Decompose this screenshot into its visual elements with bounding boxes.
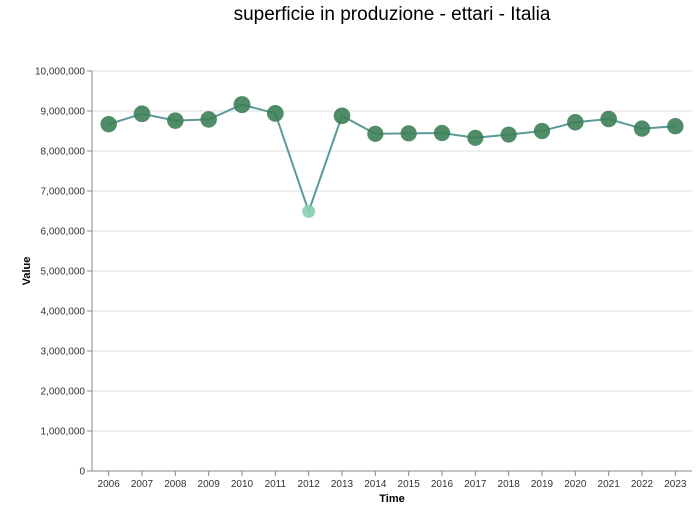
x-tick-label: 2016 <box>431 479 454 490</box>
x-tick-label: 2018 <box>498 479 521 490</box>
x-tick-label: 2012 <box>298 479 321 490</box>
data-point[interactable] <box>400 125 417 142</box>
data-point[interactable] <box>133 105 151 123</box>
chart-title: superficie in produzione - ettari - Ital… <box>233 4 551 25</box>
y-tick-label: 9,000,000 <box>41 107 86 118</box>
data-point[interactable] <box>302 204 316 218</box>
x-tick-label: 2009 <box>198 479 221 490</box>
y-tick-label: 2,000,000 <box>41 387 86 398</box>
x-tick-label: 2021 <box>598 479 621 490</box>
data-point[interactable] <box>500 126 517 143</box>
x-tick-label: 2010 <box>231 479 254 490</box>
y-tick-label: 4,000,000 <box>41 307 86 318</box>
series-line <box>108 103 676 215</box>
y-tick-label: 8,000,000 <box>41 147 86 158</box>
x-tick-label: 2014 <box>364 479 387 490</box>
data-series <box>100 96 684 218</box>
data-point[interactable] <box>200 111 217 128</box>
data-point[interactable] <box>167 112 184 129</box>
x-tick-label: 2008 <box>164 479 187 490</box>
y-tick-label: 5,000,000 <box>41 267 86 278</box>
data-point[interactable] <box>533 122 551 140</box>
data-point[interactable] <box>600 110 617 128</box>
x-tick-label: 2007 <box>131 479 154 490</box>
y-tick-label: 6,000,000 <box>41 227 86 238</box>
x-tick-label: 2023 <box>664 479 687 490</box>
x-tick-label: 2011 <box>265 479 287 490</box>
x-tick-label: 2020 <box>564 479 587 490</box>
y-tick-label: 10,000,000 <box>35 67 85 78</box>
data-point[interactable] <box>567 113 584 131</box>
y-tick-label: 7,000,000 <box>41 187 86 198</box>
data-point[interactable] <box>100 115 117 133</box>
y-tick-labels: 0 1,000,000 2,000,000 3,000,000 4,000,000 5,0… <box>35 67 86 478</box>
y-tick-label: 1,000,000 <box>41 427 86 438</box>
data-point[interactable] <box>667 118 684 135</box>
x-tick-labels: 2006 2007 2008 2009 2010 2011 2012 2013 2014 2015… <box>98 479 687 490</box>
y-axis-title: Value <box>21 257 33 286</box>
data-point[interactable] <box>633 120 651 137</box>
data-point[interactable] <box>433 124 451 142</box>
x-tick-label: 2017 <box>464 479 487 490</box>
x-tick-label: 2015 <box>398 479 421 490</box>
y-tick-label: 3,000,000 <box>41 347 86 358</box>
x-tick-label: 2006 <box>98 479 121 490</box>
gridlines <box>92 70 692 472</box>
x-tick-label: 2019 <box>531 479 554 490</box>
axes <box>87 70 692 476</box>
data-point[interactable] <box>333 107 351 125</box>
data-point[interactable] <box>367 125 384 142</box>
data-point[interactable] <box>233 96 251 114</box>
x-axis-title: Time <box>379 493 404 505</box>
data-point[interactable] <box>266 105 284 122</box>
x-tick-label: 2013 <box>331 479 354 490</box>
data-point[interactable] <box>467 129 484 146</box>
x-tick-label: 2022 <box>631 479 654 490</box>
y-tick-label: 0 <box>79 467 85 478</box>
